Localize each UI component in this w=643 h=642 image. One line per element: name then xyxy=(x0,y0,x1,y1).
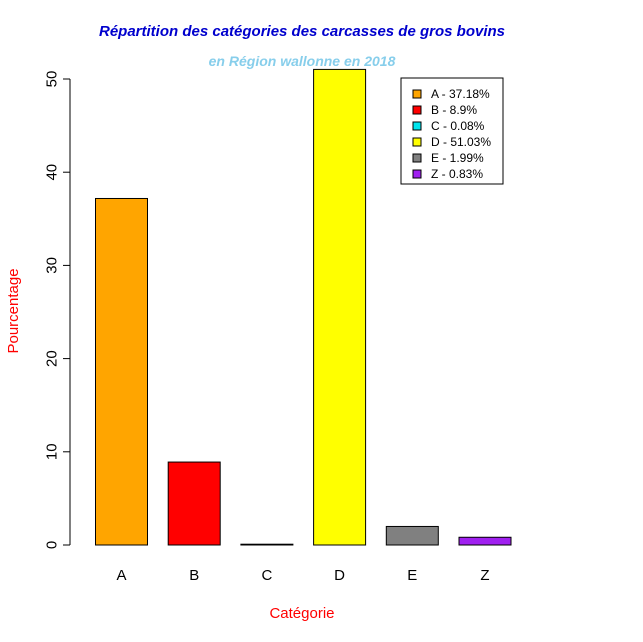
bar-d xyxy=(313,68,367,546)
bars xyxy=(95,68,512,546)
bar-c xyxy=(240,543,294,546)
legend-entry: D - 51.03% xyxy=(431,135,491,149)
x-tick-label: Z xyxy=(480,567,489,584)
legend-entry: Z - 0.83% xyxy=(431,167,483,181)
legend-swatch xyxy=(412,153,422,163)
legend-swatch xyxy=(412,169,422,179)
y-tick-label: 10 xyxy=(44,443,61,460)
x-tick-label: B xyxy=(189,567,199,584)
chart-subtitle: en Région wallonne en 2018 xyxy=(209,53,396,69)
y-tick-label: 0 xyxy=(44,541,61,549)
legend-entry: C - 0.08% xyxy=(431,119,485,133)
y-tick-label: 20 xyxy=(44,350,61,367)
legend-swatch xyxy=(412,105,422,115)
y-axis-label: Pourcentage xyxy=(5,268,22,353)
legend-swatch xyxy=(412,137,422,147)
x-axis-label: Catégorie xyxy=(269,605,334,622)
bar-b xyxy=(167,461,221,546)
legend: A - 37.18% B - 8.9% C - 0.08% D - 51.03% E -… xyxy=(400,77,504,185)
x-tick-label: A xyxy=(116,567,126,584)
legend-swatch xyxy=(412,121,422,131)
legend-entry: B - 8.9% xyxy=(431,103,477,117)
x-tick-label: D xyxy=(334,567,345,584)
y-tick-label: 40 xyxy=(44,164,61,181)
legend-entry: A - 37.18% xyxy=(431,87,490,101)
x-tick-label: C xyxy=(261,567,272,584)
legend-entry: E - 1.99% xyxy=(431,151,484,165)
bar-e xyxy=(385,525,439,546)
y-tick-label: 50 xyxy=(44,71,61,88)
bar-a xyxy=(95,197,148,546)
y-axis: 0 10 20 30 40 50 xyxy=(44,71,71,549)
legend-swatch xyxy=(412,89,422,99)
x-tick-label: E xyxy=(407,567,417,584)
bar-z xyxy=(458,536,512,546)
chart-title: Répartition des catégories des carcasses… xyxy=(99,23,505,40)
y-tick-label: 30 xyxy=(44,257,61,274)
